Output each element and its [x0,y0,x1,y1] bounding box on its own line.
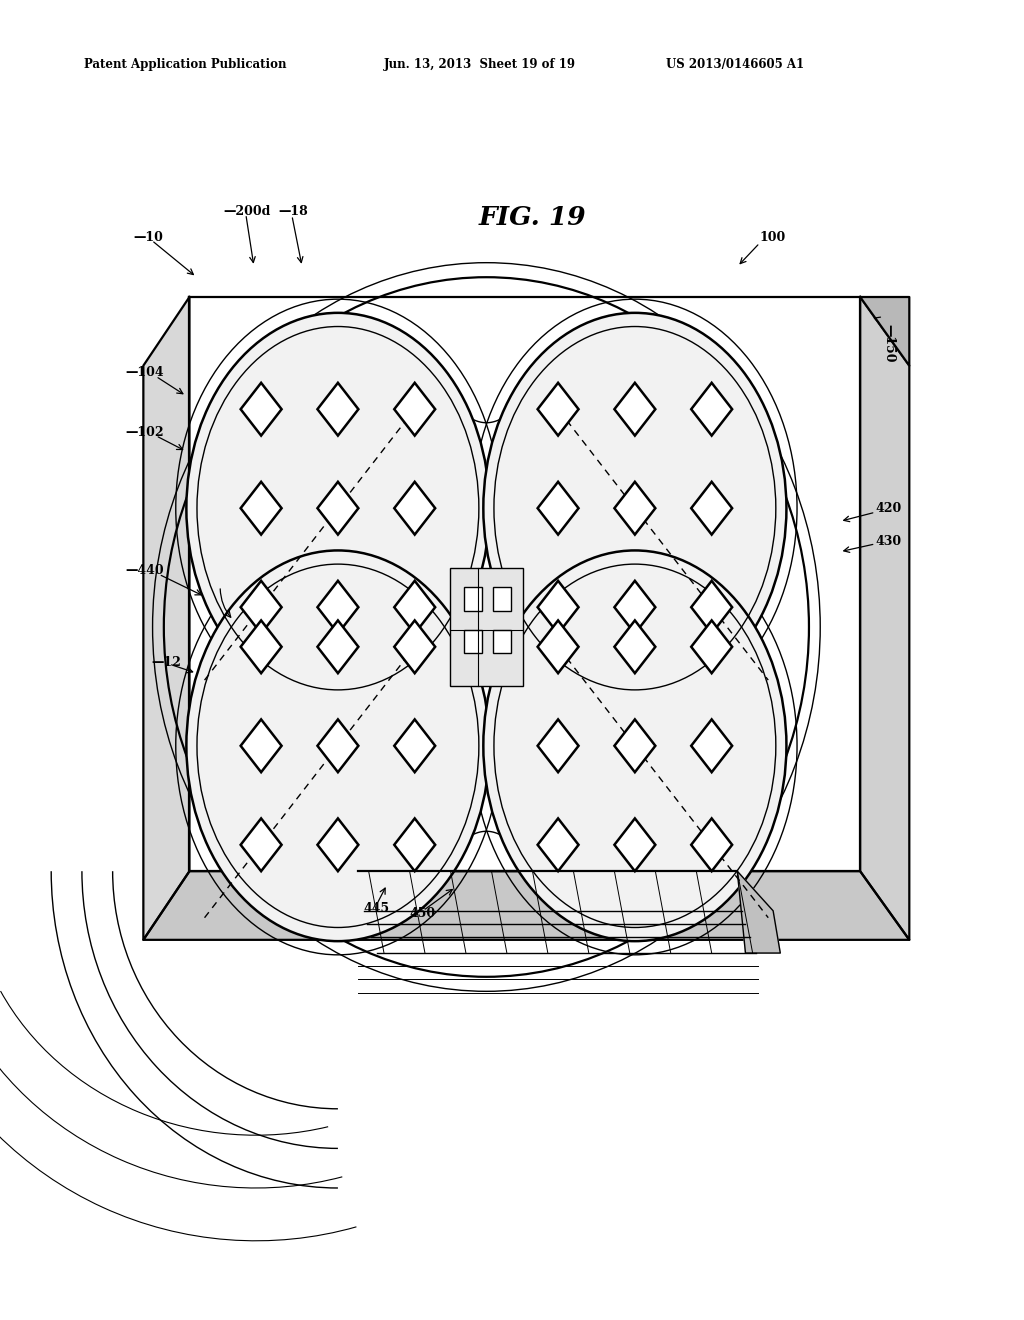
Polygon shape [691,818,732,871]
Text: —10: —10 [133,231,163,244]
Circle shape [483,550,786,941]
Polygon shape [241,482,282,535]
Polygon shape [691,482,732,535]
Polygon shape [143,871,909,940]
Polygon shape [860,297,909,366]
Polygon shape [538,383,579,436]
Text: —440: —440 [125,564,164,577]
Text: Jun. 13, 2013  Sheet 19 of 19: Jun. 13, 2013 Sheet 19 of 19 [384,58,575,71]
Text: 445: 445 [364,902,390,915]
Polygon shape [317,581,358,634]
Polygon shape [614,818,655,871]
Polygon shape [538,818,579,871]
Polygon shape [241,818,282,871]
Polygon shape [241,581,282,634]
Polygon shape [691,719,732,772]
Polygon shape [691,581,732,634]
Polygon shape [860,297,909,940]
Circle shape [186,313,489,704]
Polygon shape [394,719,435,772]
Text: —102: —102 [125,426,164,440]
Polygon shape [614,620,655,673]
Circle shape [186,550,489,941]
Polygon shape [538,620,579,673]
Polygon shape [317,383,358,436]
Polygon shape [317,719,358,772]
Polygon shape [737,871,780,953]
Bar [464,630,482,653]
Polygon shape [691,383,732,436]
Polygon shape [614,482,655,535]
Polygon shape [394,620,435,673]
Text: 450: 450 [410,907,436,920]
Polygon shape [394,581,435,634]
Polygon shape [317,620,358,673]
Bar [493,587,511,611]
Circle shape [483,313,786,704]
Text: US 2013/0146605 A1: US 2013/0146605 A1 [666,58,804,71]
Text: —150: —150 [883,323,896,363]
Polygon shape [394,482,435,535]
Bar [450,568,523,686]
Polygon shape [143,297,189,940]
Text: —104: —104 [125,366,164,379]
Text: —12: —12 [152,656,181,669]
Polygon shape [241,383,282,436]
Bar [493,630,511,653]
Text: 100: 100 [760,231,786,244]
Text: 420: 420 [876,502,902,515]
Polygon shape [538,581,579,634]
Polygon shape [538,482,579,535]
Text: FIG. 19: FIG. 19 [478,206,587,230]
Bar [464,587,482,611]
Polygon shape [317,482,358,535]
Text: —200d: —200d [223,205,270,218]
Polygon shape [241,620,282,673]
Polygon shape [538,719,579,772]
Text: —18: —18 [279,205,308,218]
Polygon shape [614,383,655,436]
Polygon shape [317,818,358,871]
Polygon shape [614,581,655,634]
Polygon shape [241,719,282,772]
Text: 430: 430 [876,535,902,548]
Polygon shape [691,620,732,673]
Text: Patent Application Publication: Patent Application Publication [84,58,287,71]
Polygon shape [394,383,435,436]
Polygon shape [614,719,655,772]
Polygon shape [394,818,435,871]
